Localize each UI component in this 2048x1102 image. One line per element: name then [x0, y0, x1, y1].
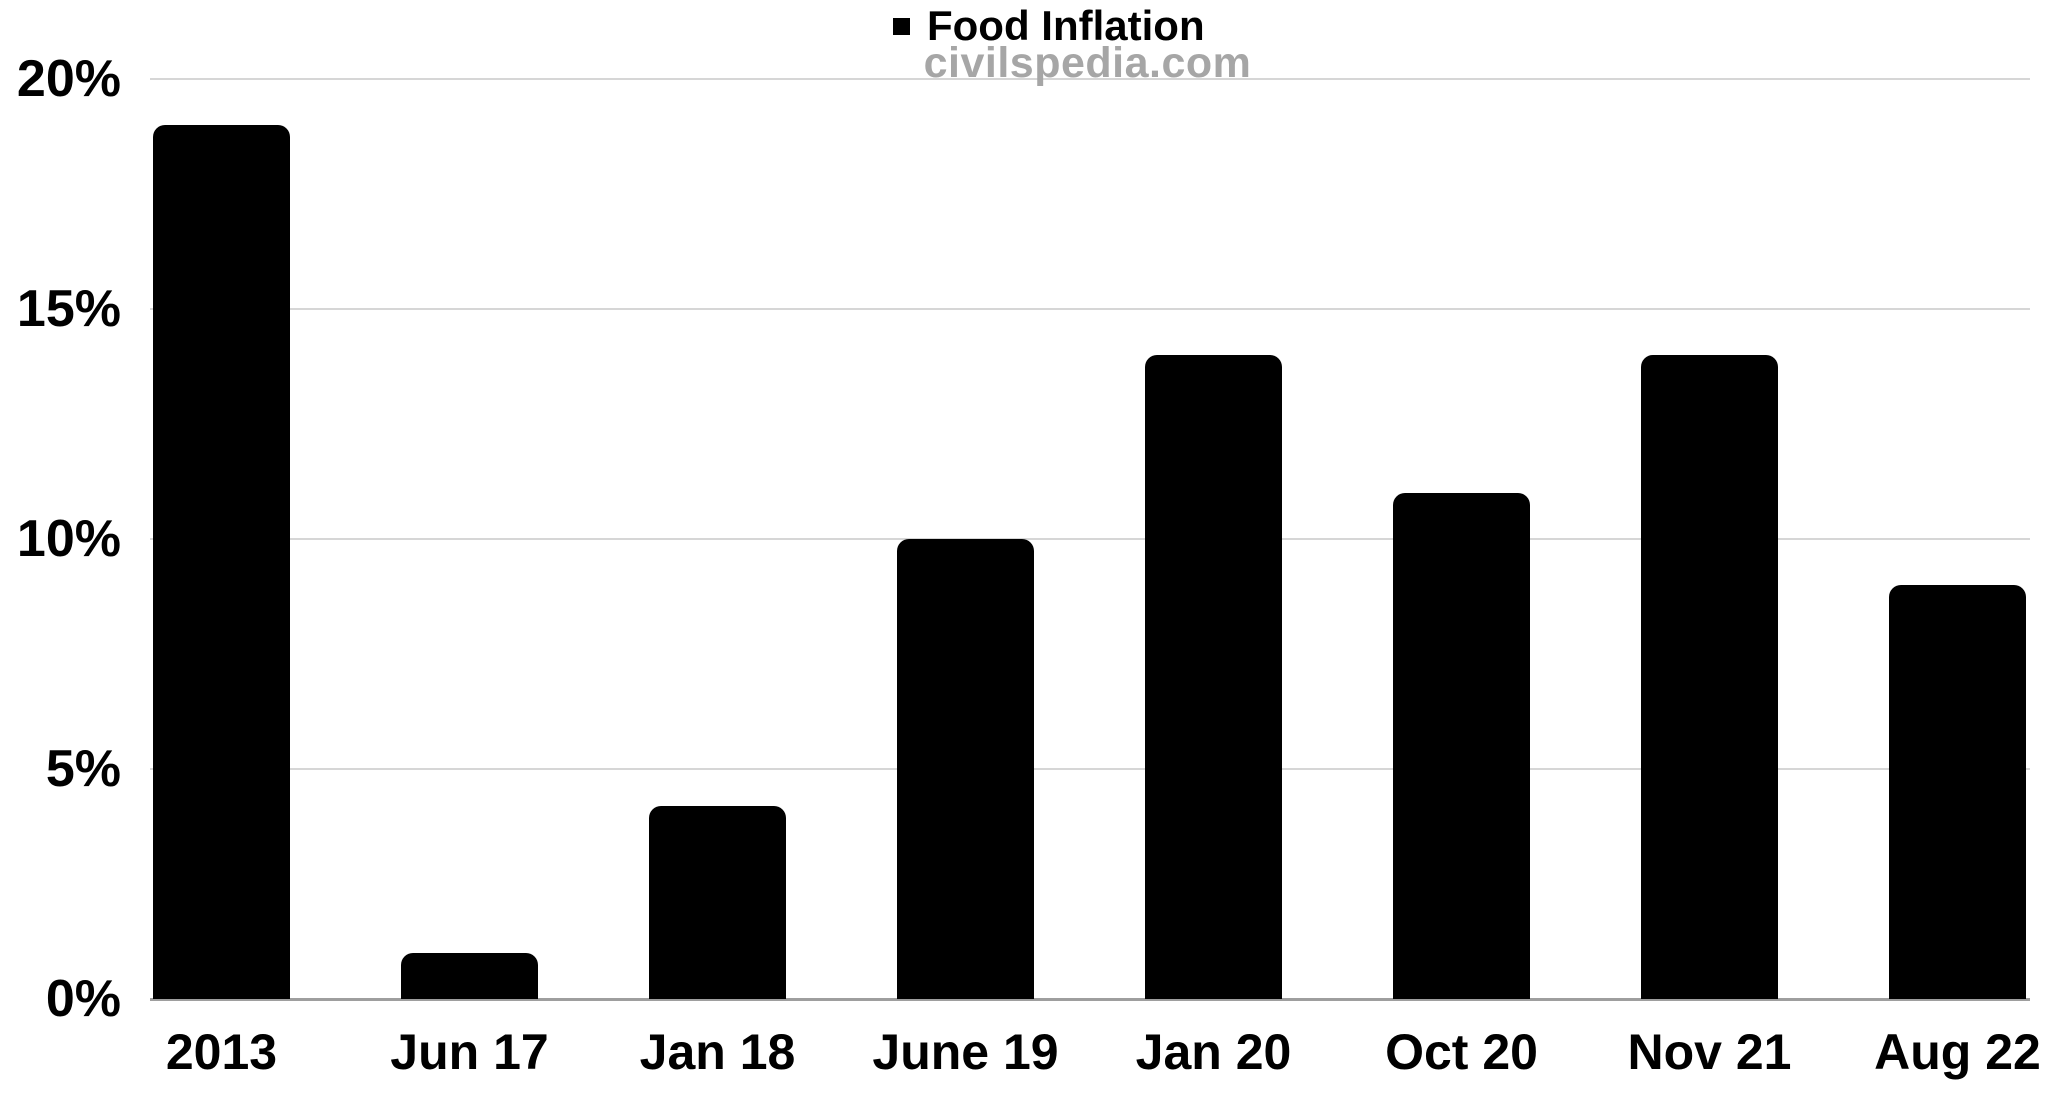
bars-container	[153, 79, 2026, 999]
bar	[1145, 355, 1282, 999]
gridline	[150, 308, 2030, 310]
x-tick-label: June 19	[872, 1024, 1059, 1080]
x-tick-label: Oct 20	[1385, 1024, 1538, 1080]
bar	[1393, 493, 1530, 999]
y-tick-label: 15%	[16, 280, 121, 338]
bar	[1889, 585, 2026, 999]
x-axis-labels: 2013 Jun 17 Jan 18 June 19 Jan 20 Oct 20 Nov 2…	[153, 1012, 2041, 1092]
gridline	[150, 768, 2030, 770]
bar	[649, 805, 786, 999]
x-tick-slot: Jan 18	[640, 1012, 796, 1092]
x-tick-label: Nov 21	[1627, 1024, 1792, 1080]
bar	[897, 539, 1034, 999]
x-tick-label: Aug 22	[1874, 1024, 2041, 1080]
x-tick-slot: Jun 17	[390, 1012, 548, 1092]
gridline	[150, 78, 2030, 80]
y-tick-label: 10%	[16, 510, 121, 568]
y-tick-label: 5%	[45, 740, 121, 798]
gridline	[150, 538, 2030, 540]
bar	[153, 125, 290, 999]
x-tick-label: Jun 17	[390, 1024, 549, 1080]
legend: Food Inflation	[893, 0, 1205, 52]
x-tick-slot: 2013	[153, 1012, 290, 1092]
x-tick-slot: Jan 20	[1136, 1012, 1292, 1092]
x-tick-slot: Oct 20	[1385, 1012, 1538, 1092]
y-tick-label: 0%	[45, 970, 121, 1028]
y-tick-label: 20%	[16, 50, 121, 108]
bar	[401, 953, 538, 999]
legend-square-icon	[893, 17, 910, 35]
legend-label: Food Inflation	[927, 2, 1205, 49]
x-tick-slot: June 19	[872, 1012, 1058, 1092]
x-tick-label: Jan 18	[639, 1024, 796, 1080]
bar	[1641, 355, 1778, 999]
x-tick-slot: Nov 21	[1628, 1012, 1792, 1092]
x-tick-label: 2013	[165, 1024, 278, 1080]
watermark: civilspedia.com	[923, 39, 1252, 87]
x-axis-line	[150, 997, 2030, 1001]
x-tick-label: Jan 20	[1135, 1024, 1292, 1080]
plot-area	[150, 78, 2030, 1001]
x-tick-slot: Aug 22	[1874, 1012, 2041, 1092]
